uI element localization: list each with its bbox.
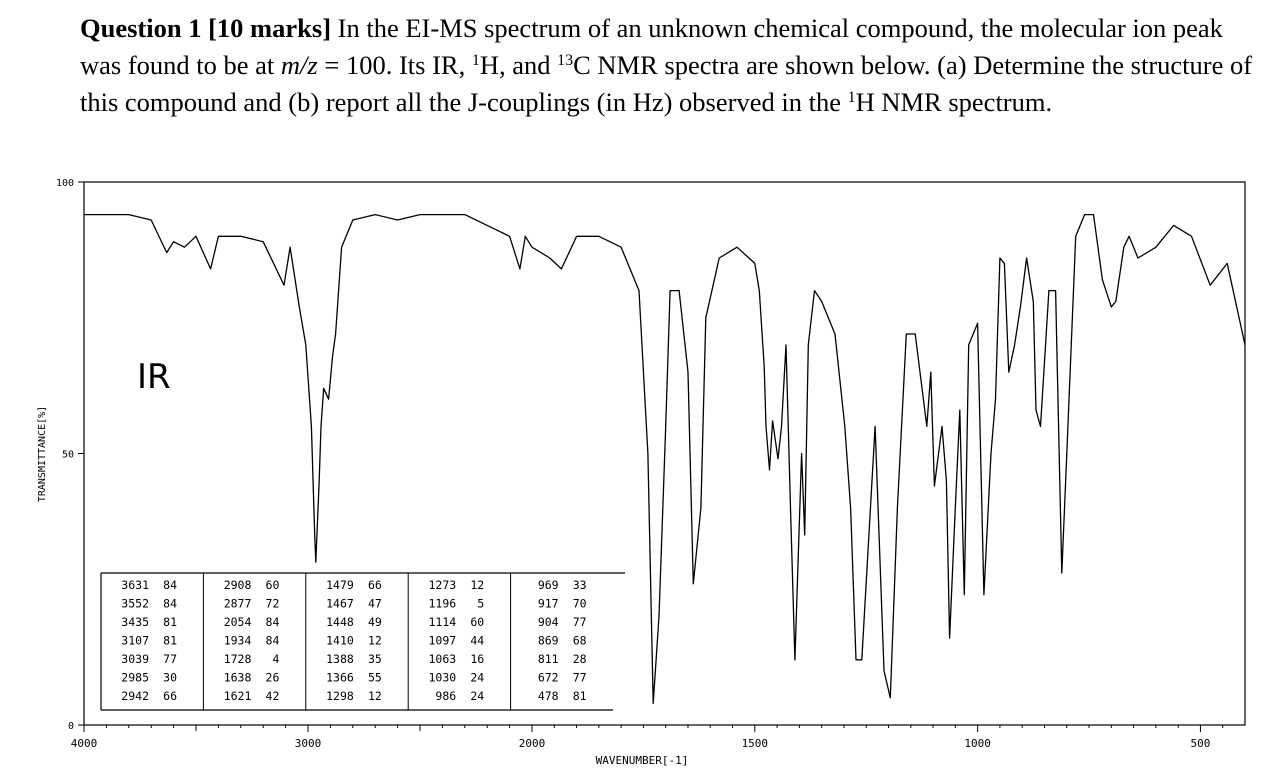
peak-transmittance: 81: [163, 634, 177, 648]
superscript-1h-b: 1: [847, 89, 856, 107]
peak-transmittance: 66: [163, 689, 177, 703]
peak-wavenumber: 1467: [326, 597, 354, 611]
peak-transmittance: 16: [470, 652, 484, 666]
question-text-3: H, and: [479, 50, 558, 80]
peak-wavenumber: 3552: [121, 597, 149, 611]
peak-wavenumber: 969: [538, 578, 559, 592]
peak-wavenumber: 1366: [326, 671, 354, 685]
peak-transmittance: 81: [163, 615, 177, 629]
peak-transmittance: 35: [368, 652, 382, 666]
x-tick-label: 3000: [295, 737, 322, 750]
peak-wavenumber: 1273: [428, 578, 456, 592]
peak-wavenumber: 2908: [224, 578, 252, 592]
peak-transmittance: 44: [470, 634, 484, 648]
peak-transmittance: 66: [368, 578, 382, 592]
peak-wavenumber: 986: [435, 689, 456, 703]
peak-wavenumber: 1621: [224, 689, 252, 703]
peak-wavenumber: 1638: [224, 671, 252, 685]
peak-transmittance: 84: [163, 578, 177, 592]
peak-transmittance: 24: [470, 689, 484, 703]
peak-wavenumber: 1448: [326, 615, 354, 629]
y-tick-label: 0: [68, 721, 74, 732]
peak-transmittance: 68: [573, 634, 587, 648]
peak-transmittance: 60: [266, 578, 280, 592]
peak-transmittance: 81: [573, 689, 587, 703]
peak-wavenumber: 1196: [428, 597, 456, 611]
peak-wavenumber: 1728: [224, 652, 252, 666]
y-axis-label: TRANSMITTANCE[%]: [37, 406, 48, 502]
peak-wavenumber: 1479: [326, 578, 354, 592]
peak-wavenumber: 2877: [224, 597, 252, 611]
question-text-1: In the EI-MS spectrum of an unknown chem…: [80, 13, 1223, 80]
spectrum-line: [84, 213, 1246, 704]
peak-wavenumber: 672: [538, 671, 559, 685]
superscript-1h-a: 1: [471, 52, 480, 70]
peak-wavenumber: 3435: [121, 615, 149, 629]
x-tick-label: 1000: [964, 737, 991, 750]
peak-wavenumber: 1030: [428, 671, 456, 685]
question-text-5: H NMR spectrum.: [855, 87, 1053, 117]
question-text: Question 1 [10 marks] In the EI-MS spect…: [80, 10, 1270, 121]
peak-transmittance: 70: [573, 597, 587, 611]
x-tick-label: 500: [1191, 737, 1211, 750]
peak-transmittance: 60: [470, 615, 484, 629]
superscript-13c: 13: [557, 52, 574, 70]
peak-transmittance: 30: [163, 671, 177, 685]
peak-transmittance: 4: [272, 652, 279, 666]
peak-transmittance: 47: [368, 597, 382, 611]
peak-wavenumber: 869: [538, 634, 559, 648]
x-tick-label: 4000: [71, 737, 98, 750]
peak-transmittance: 77: [573, 671, 587, 685]
peak-wavenumber: 1097: [428, 634, 456, 648]
peak-wavenumber: 917: [538, 597, 559, 611]
spectrum-trace: [84, 213, 1246, 704]
peak-wavenumber: 1063: [428, 652, 456, 666]
question-heading: Question 1 [10 marks]: [80, 13, 332, 43]
peak-transmittance: 24: [470, 671, 484, 685]
peak-transmittance: 33: [573, 578, 587, 592]
peak-wavenumber: 478: [538, 689, 559, 703]
peak-transmittance: 28: [573, 652, 587, 666]
peak-transmittance: 77: [163, 652, 177, 666]
peak-transmittance: 42: [266, 689, 280, 703]
peak-transmittance: 84: [266, 634, 280, 648]
peak-transmittance: 55: [368, 671, 382, 685]
peak-table-background: [101, 573, 625, 710]
y-tick-label: 100: [56, 178, 74, 189]
question-text-4: C NMR spectra are shown below. (a) Deter…: [80, 50, 1253, 117]
peak-wavenumber: 1388: [326, 652, 354, 666]
peak-wavenumber: 3107: [121, 634, 149, 648]
question-text-2: = 100. Its IR,: [317, 50, 472, 80]
peak-transmittance: 12: [368, 689, 382, 703]
peak-transmittance: 77: [573, 615, 587, 629]
x-axis-label: WAVENUMBER[-1]: [596, 754, 689, 767]
ir-label: IR: [137, 357, 171, 397]
y-tick-label: 50: [62, 450, 74, 461]
peak-transmittance: 84: [266, 615, 280, 629]
peak-wavenumber: 3631: [121, 578, 149, 592]
peak-wavenumber: 2054: [224, 615, 252, 629]
peak-transmittance: 49: [368, 615, 382, 629]
peak-wavenumber: 811: [538, 652, 559, 666]
peak-wavenumber: 904: [538, 615, 559, 629]
peak-wavenumber: 1410: [326, 634, 354, 648]
peak-transmittance: 72: [266, 597, 280, 611]
x-tick-label: 1500: [742, 737, 769, 750]
peak-transmittance: 5: [477, 597, 484, 611]
peak-wavenumber: 1934: [224, 634, 252, 648]
peak-transmittance: 12: [470, 578, 484, 592]
peak-wavenumber: 2942: [121, 689, 149, 703]
peak-wavenumber: 2985: [121, 671, 149, 685]
peak-transmittance: 12: [368, 634, 382, 648]
x-tick-label: 2000: [519, 737, 546, 750]
peak-transmittance: 84: [163, 597, 177, 611]
peak-wavenumber: 1114: [428, 615, 456, 629]
peak-transmittance: 26: [266, 671, 280, 685]
peak-wavenumber: 1298: [326, 689, 354, 703]
mz-variable: m/z: [280, 50, 318, 80]
peak-wavenumber: 3039: [121, 652, 149, 666]
